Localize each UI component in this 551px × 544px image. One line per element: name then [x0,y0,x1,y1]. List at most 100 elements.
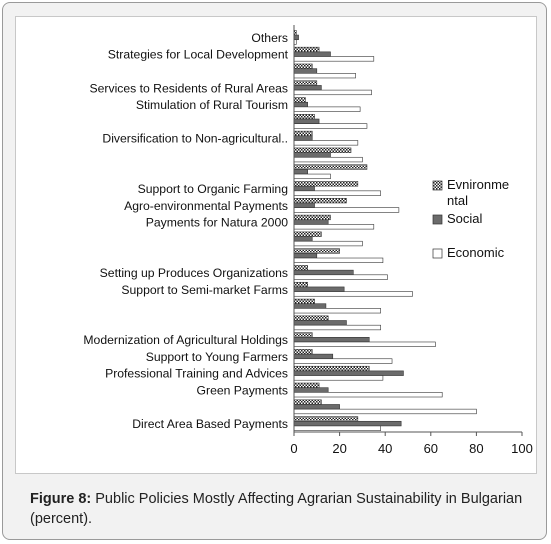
bar-social-0 [293,420,402,427]
category-label-22: Strategies for Local Development [108,48,289,62]
bar-social-4 [293,353,334,360]
bar-social-2 [293,387,329,393]
category-label-0: Direct Area Based Payments [132,417,288,431]
bar-social-16 [293,152,331,158]
bar-social-18 [293,118,320,124]
bar-environmental-3 [293,365,370,372]
bar-social-19 [293,101,308,108]
bar-environmental-0 [293,416,359,422]
legend-label-environmental: Evnironme ntal [447,177,509,208]
bar-environmental-4 [293,349,313,355]
bar-social-9 [293,269,354,276]
bar-social-17 [293,135,313,141]
bar-environmental-21 [293,63,313,69]
bar-environmental-9 [293,265,308,271]
legend-swatch-environmental [432,180,443,191]
bar-social-13 [293,202,315,208]
x-tick-label-1: 20 [332,441,346,456]
bar-environmental-13 [293,198,347,204]
bar-economic-17 [293,140,359,146]
category-label-14: Support to Organic Farming [138,182,288,196]
bar-economic-7 [293,308,381,314]
bar-economic-0 [293,425,381,431]
category-label-12: Payments for Natura 2000 [146,216,288,230]
caption-label: Figure 8: [30,491,92,507]
bar-environmental-11 [293,231,322,237]
bar-social-5 [293,337,370,343]
category-label-9: Setting up Produces Organizations [100,266,288,280]
bar-environmental-20 [293,80,318,86]
bar-environmental-6 [293,315,329,321]
x-tick-label-2: 40 [378,441,392,456]
bar-economic-12 [293,224,375,230]
bar-economic-5 [293,341,436,347]
bar-economic-16 [293,156,363,163]
category-label-5: Modernization of Agricultural Holdings [83,333,288,347]
x-tick-label-0: 0 [290,441,297,456]
bar-social-1 [293,404,340,410]
bar-social-21 [293,68,318,74]
bar-social-14 [293,185,315,192]
legend-label-economic: Economic [447,245,505,260]
category-label-13: Agro-environmental Payments [124,199,288,213]
bar-economic-20 [293,89,372,96]
bar-environmental-19 [293,97,306,103]
figure-frame: Direct Area Based Payments Green Payments… [2,2,547,540]
bar-social-7 [293,303,327,309]
bar-economic-22 [293,56,375,62]
bar-economic-19 [293,106,361,112]
legend-swatch-social [432,214,443,225]
bar-environmental-14 [293,181,359,187]
bar-chart: Direct Area Based Payments Green Payments… [83,25,533,456]
caption-text: Public Policies Mostly Affecting Agraria… [30,491,523,527]
bar-economic-8 [293,291,413,297]
bar-economic-3 [293,375,384,381]
bar-social-6 [293,320,347,326]
bar-social-12 [293,219,329,225]
x-tick-label-4: 80 [469,441,483,456]
category-label-23: Others [251,31,288,45]
category-label-17: Diversification to Non-agricultural.. [102,132,288,146]
bar-economic-4 [293,358,393,364]
category-label-20: Services to Residents of Rural Areas [90,81,288,95]
category-label-2: Green Payments [197,384,288,398]
bar-environmental-15 [293,164,368,170]
chart-area: Direct Area Based Payments Green Payments… [15,16,537,474]
bar-economic-6 [293,324,381,331]
bar-economic-14 [293,190,381,196]
bar-social-10 [293,253,318,259]
category-label-8: Support to Semi-market Farms [121,283,288,297]
bar-environmental-22 [293,46,320,53]
bar-social-22 [293,51,331,57]
bar-environmental-10 [293,248,340,254]
bar-environmental-12 [293,214,331,221]
category-label-4: Support to Young Farmers [146,350,288,364]
bar-environmental-1 [293,399,322,405]
bar-social-8 [293,286,345,292]
figure-caption: Figure 8: Public Policies Mostly Affecti… [30,489,535,529]
bar-social-15 [293,169,308,175]
bar-economic-9 [293,274,388,280]
bar-environmental-18 [293,114,315,120]
bar-economic-2 [293,392,443,398]
bar-social-11 [293,236,313,242]
bar-environmental-5 [293,332,313,338]
category-label-3: Professional Training and Advices [105,367,288,381]
bar-economic-11 [293,240,363,247]
bar-economic-1 [293,408,477,415]
x-tick-label-3: 60 [424,441,438,456]
category-label-19: Stimulation of Rural Tourism [136,98,288,112]
bar-social-23 [293,34,299,41]
bar-social-20 [293,85,322,91]
bar-social-3 [293,370,404,376]
bar-environmental-7 [293,298,315,305]
bar-economic-18 [293,123,368,129]
bar-economic-13 [293,207,400,213]
legend-label-social: Social [447,211,483,226]
bar-economic-21 [293,73,356,79]
bar-economic-10 [293,257,384,263]
bar-environmental-16 [293,147,352,153]
bar-environmental-8 [293,281,308,288]
bar-environmental-2 [293,382,320,388]
bar-economic-15 [293,173,331,180]
